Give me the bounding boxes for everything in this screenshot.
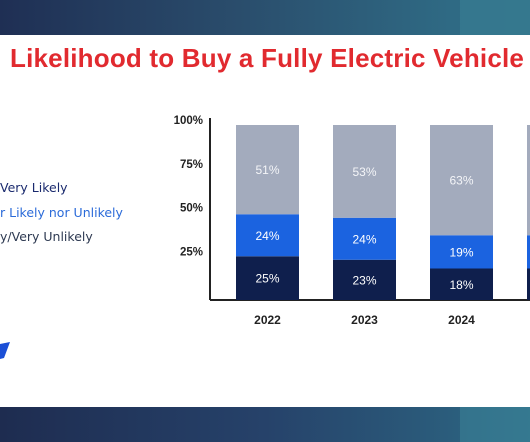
bar-segment [236,214,299,257]
bar-segment [333,217,396,260]
bar-group: 25% 24% 51% 23% 24% 53% 18% 19% 63% [236,125,530,300]
brand-logo-icon [0,342,10,359]
bar-value-label: 24% [255,229,279,243]
bar-segment-partial [527,268,530,300]
bar-segment [236,125,299,215]
legend-item-likely: Very Likely [0,180,68,195]
x-tick-labels: 2022 2023 2024 [254,313,475,327]
y-tick-label: 25% [180,246,203,258]
bar-segment-partial [527,235,530,269]
bar-segment [333,125,396,218]
bar-segment [236,256,299,300]
bar-value-label: 24% [352,232,376,246]
bar-value-label: 23% [352,273,376,287]
bar-segment [333,259,396,300]
bottom-banner [0,407,530,442]
y-tick-label: 75% [180,159,203,171]
bottom-banner-tile [460,407,530,442]
bar-segment [430,125,493,236]
chart-title: Likelihood to Buy a Fully Electric Vehic… [10,43,525,73]
legend-item-unlikely: y/Very Unlikely [0,229,93,244]
bar-value-label: 63% [449,174,473,188]
bar-value-label: 25% [255,272,279,286]
y-tick-label: 50% [180,203,203,215]
top-banner [0,0,530,35]
x-tick-label: 2024 [448,313,475,327]
y-tick-label: 100% [174,115,203,127]
x-tick-label: 2023 [351,313,378,327]
bar-value-label: 53% [352,165,376,179]
bar-value-label: 51% [255,163,279,177]
bar-segment [430,268,493,300]
y-tick-labels: 100% 75% 50% 25% [174,115,203,258]
bar-value-label: 19% [449,245,473,259]
top-banner-tile [460,0,530,35]
x-tick-label: 2022 [254,313,281,327]
bar-segment [430,235,493,269]
bar-segment-partial [527,125,530,236]
bar-value-label: 18% [449,278,473,292]
legend-item-neutral: r Likely nor Unlikely [0,205,123,220]
